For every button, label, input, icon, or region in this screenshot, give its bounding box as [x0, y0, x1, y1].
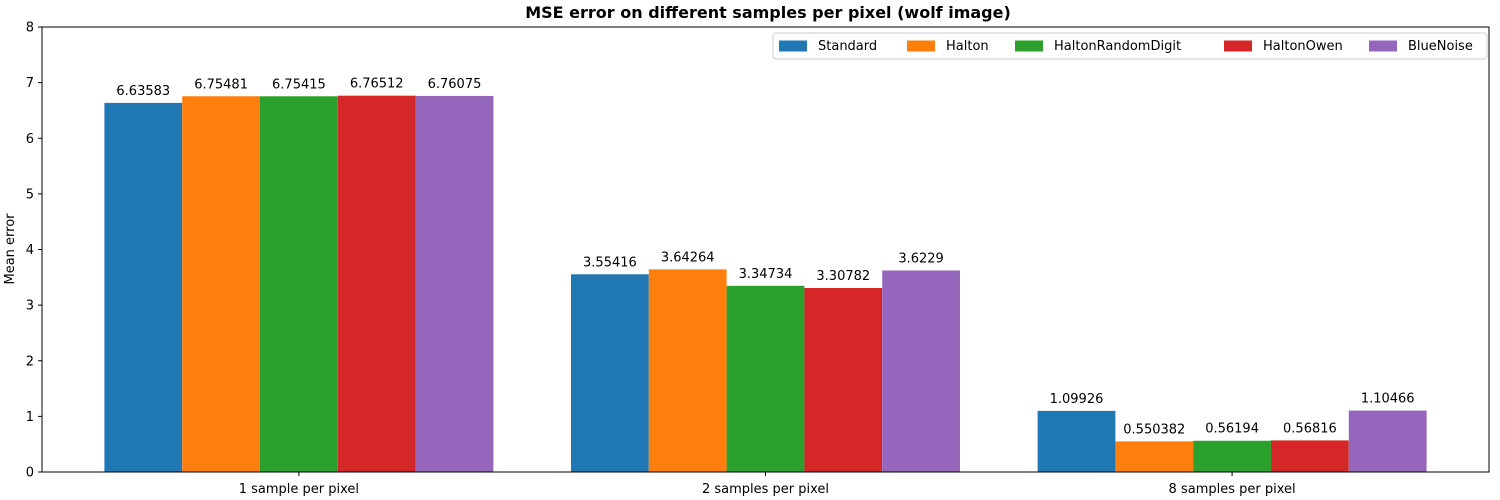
- bar-halton-0: [182, 96, 260, 472]
- bar-value-label: 3.64264: [661, 250, 715, 265]
- bar-value-label: 0.56816: [1283, 421, 1337, 436]
- bar-halton-2: [1115, 441, 1194, 472]
- x-tick-label: 1 sample per pixel: [239, 482, 359, 497]
- legend-label-halton: Halton: [946, 39, 989, 54]
- bar-value-label: 6.76075: [428, 77, 482, 92]
- legend-label-haltonrandomdigit: HaltonRandomDigit: [1054, 39, 1181, 54]
- legend-swatch-haltonrandomdigit: [1015, 40, 1043, 52]
- bar-bluenoise-0: [415, 95, 494, 473]
- y-tick-label: 4: [26, 243, 34, 258]
- y-tick-label: 8: [26, 21, 34, 36]
- bar-haltonowen-2: [1271, 440, 1349, 472]
- bar-haltonrandomdigit-1: [726, 285, 805, 472]
- x-tick-label: 2 samples per pixel: [702, 482, 829, 497]
- bar-standard-0: [104, 102, 183, 472]
- bar-halton-1: [648, 269, 727, 472]
- legend-swatch-bluenoise: [1369, 40, 1397, 52]
- chart-title: MSE error on different samples per pixel…: [525, 3, 1011, 22]
- legend-swatch-halton: [907, 40, 935, 52]
- bar-haltonowen-0: [337, 95, 416, 472]
- bar-value-label: 1.09926: [1050, 392, 1104, 407]
- y-tick-label: 7: [26, 76, 34, 91]
- legend-label-haltonowen: HaltonOwen: [1263, 39, 1343, 54]
- bar-bluenoise-2: [1348, 410, 1427, 472]
- plot-area: 6.63583 3.55416 1.09926 6.75481 3.64264 0.550…: [26, 21, 1490, 497]
- bar-haltonrandomdigit-0: [260, 96, 338, 473]
- bar-value-label: 0.56194: [1205, 422, 1259, 437]
- bar-value-label: 6.63583: [116, 84, 170, 99]
- legend-box: [772, 32, 1488, 60]
- y-tick-label: 5: [26, 187, 34, 202]
- y-tick-label: 3: [26, 299, 34, 314]
- legend-label-standard: Standard: [818, 39, 877, 54]
- bar-standard-2: [1037, 410, 1116, 472]
- bar-value-label: 3.6229: [898, 251, 944, 266]
- bar-haltonrandomdigit-2: [1193, 440, 1271, 472]
- bar-value-label: 3.30782: [816, 269, 870, 284]
- bar-value-label: 6.76512: [350, 77, 404, 92]
- bar-value-label: 1.10466: [1361, 392, 1415, 407]
- legend-swatch-standard: [779, 40, 807, 52]
- bar-value-label: 6.75415: [272, 77, 326, 92]
- bar-value-label: 0.550382: [1123, 422, 1185, 437]
- y-tick-label: 2: [26, 354, 34, 369]
- bar-bluenoise-1: [882, 270, 960, 472]
- legend-label-bluenoise: BlueNoise: [1408, 39, 1473, 54]
- bar-value-label: 3.34734: [739, 267, 793, 282]
- bar-haltonowen-1: [804, 288, 883, 472]
- bar-value-label: 3.55416: [583, 255, 637, 270]
- y-tick-label: 1: [26, 410, 34, 425]
- bar-value-label: 6.75481: [194, 77, 248, 92]
- legend: Standard Halton HaltonRandomDigit HaltonOwe…: [772, 32, 1488, 60]
- x-tick-label: 8 samples per pixel: [1169, 482, 1296, 497]
- y-tick-label: 0: [26, 466, 34, 481]
- legend-swatch-haltonowen: [1224, 40, 1252, 52]
- y-tick-label: 6: [26, 132, 34, 147]
- y-axis-label: Mean error: [3, 213, 18, 285]
- bar-standard-1: [571, 274, 649, 472]
